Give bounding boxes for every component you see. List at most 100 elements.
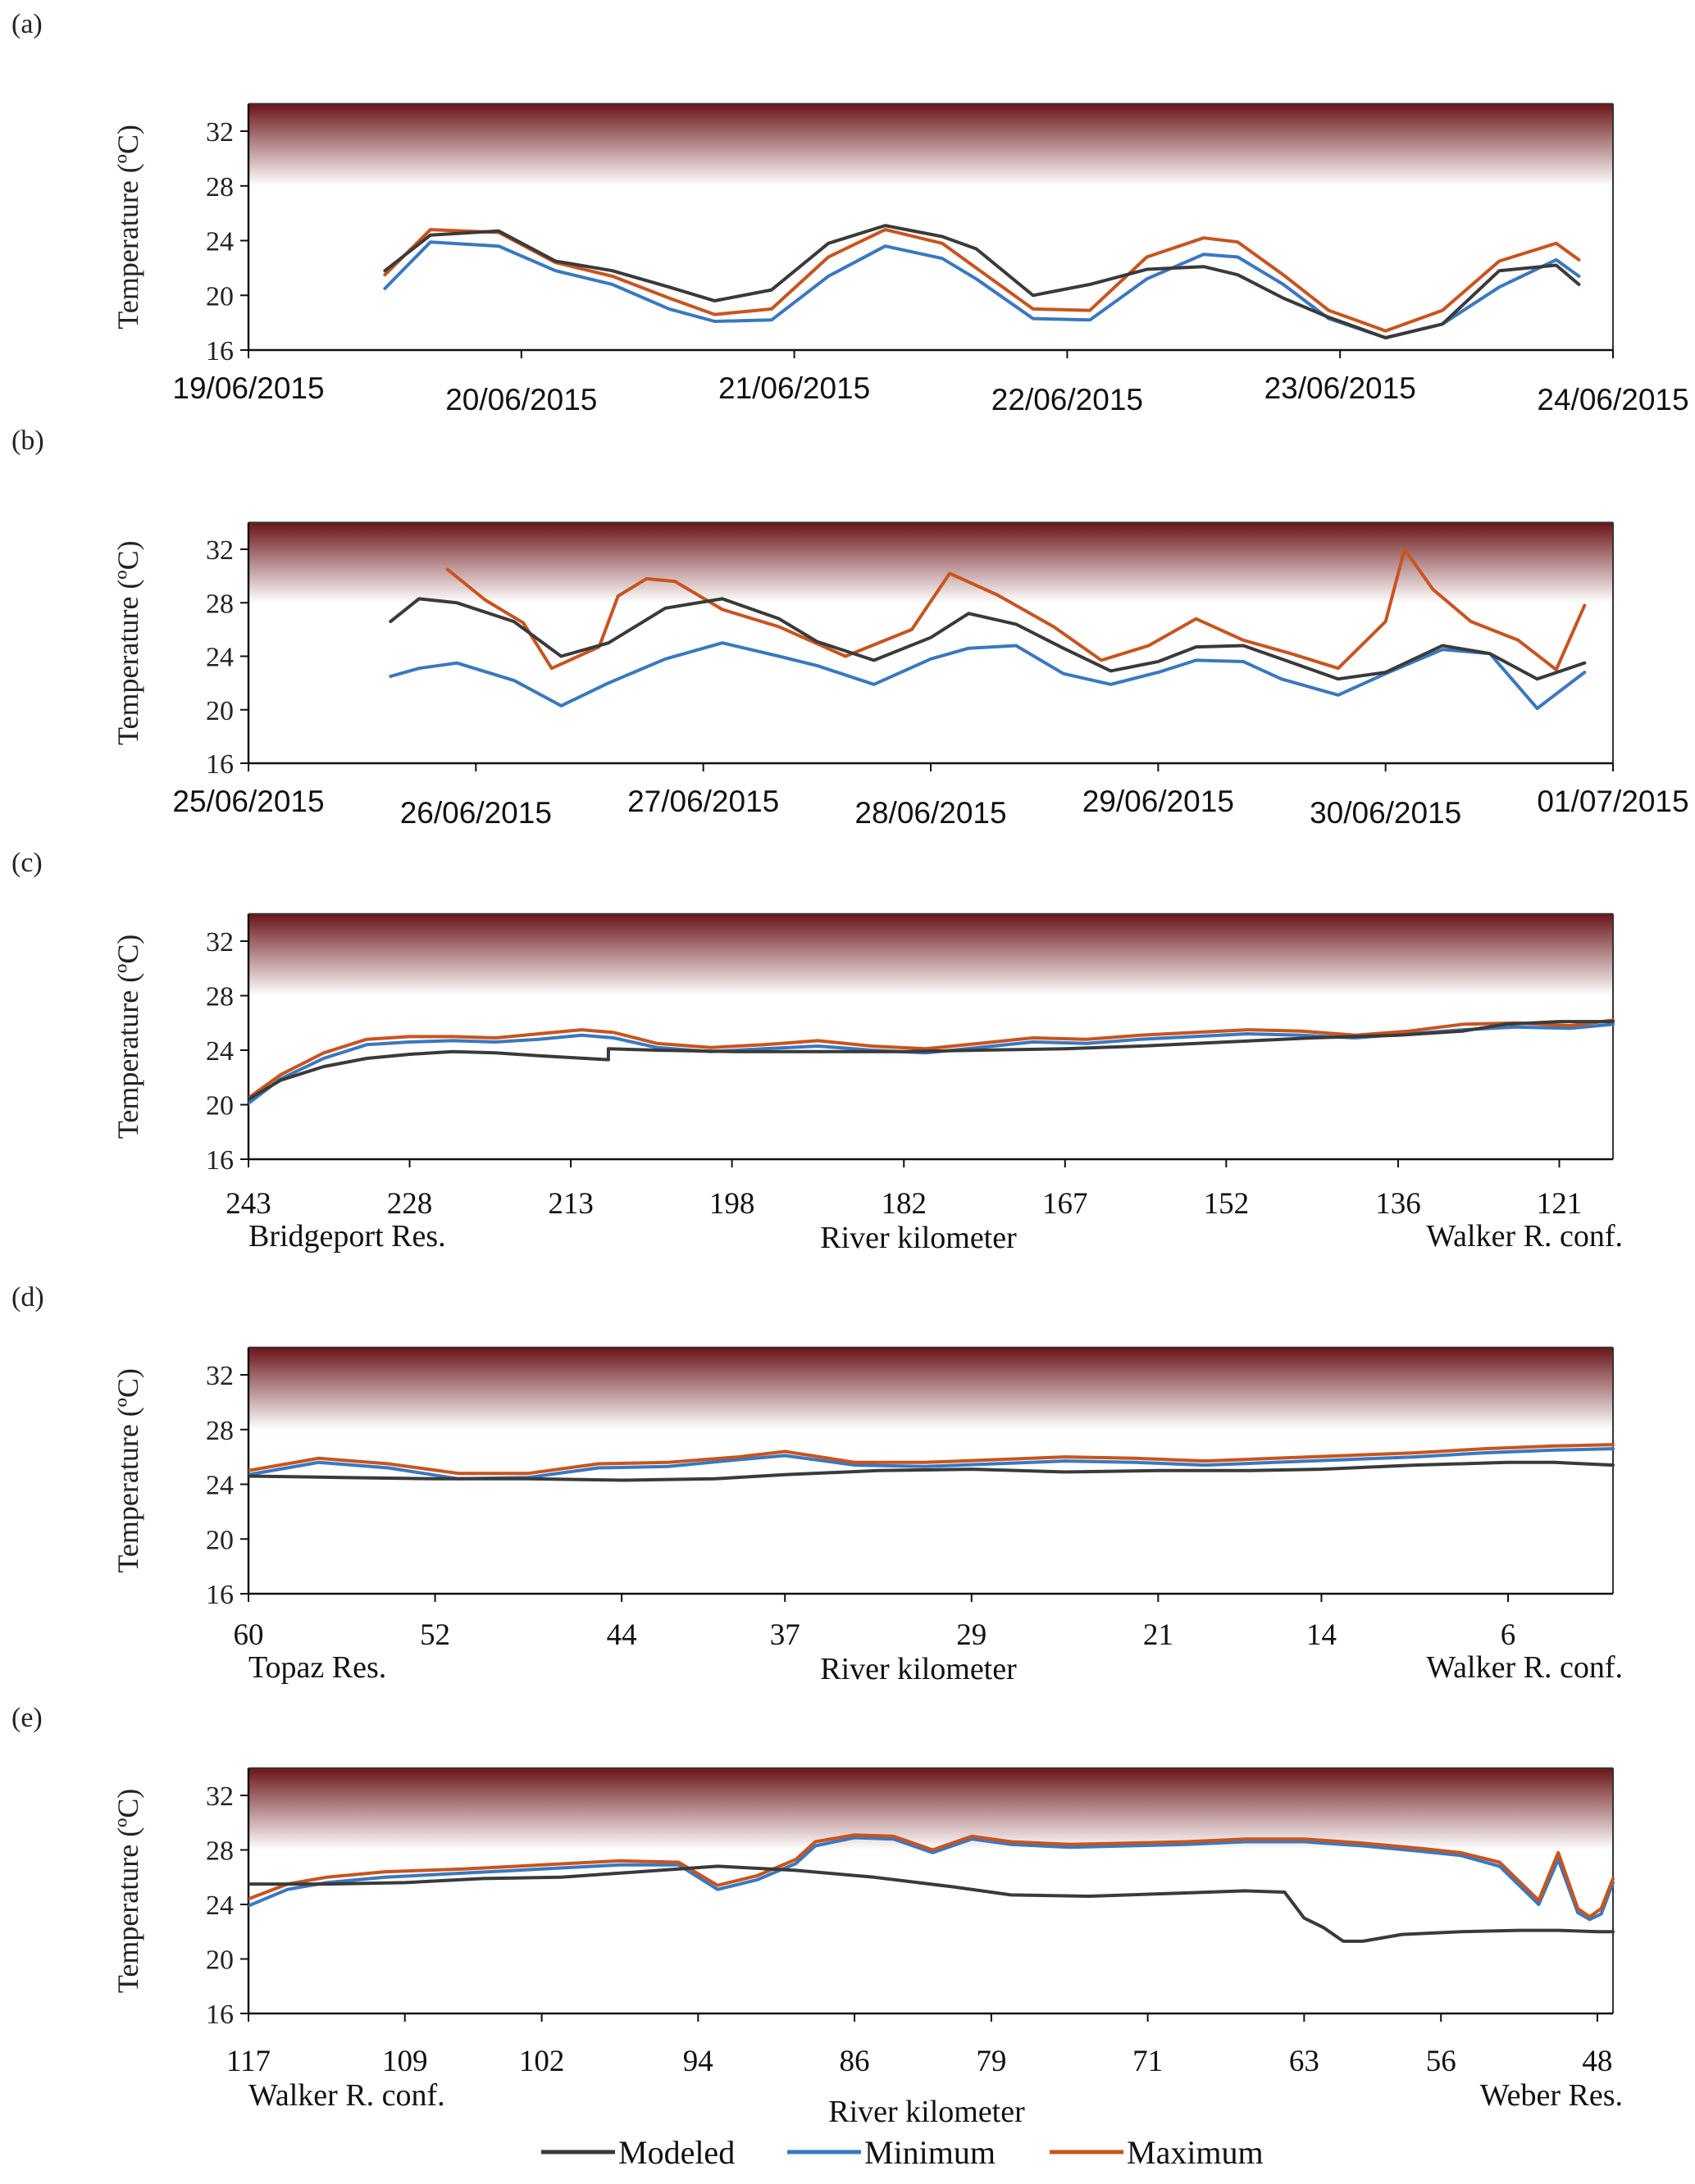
- x-tick-label: 28/06/2015: [854, 796, 1006, 830]
- x-tick-label: 19/06/2015: [172, 371, 324, 405]
- y-tick-label: 28: [206, 1416, 234, 1446]
- x-tick-label: 29/06/2015: [1082, 785, 1234, 818]
- series-line-maximum: [383, 228, 1581, 333]
- y-tick-label: 32: [206, 927, 234, 958]
- x-tick-label: 52: [420, 1618, 450, 1652]
- x-tick-label: 44: [607, 1618, 637, 1652]
- panel-label: (c): [11, 848, 43, 878]
- series-line-modeled: [248, 1864, 1615, 1943]
- series-line-minimum: [383, 240, 1581, 339]
- y-tick-label: 28: [206, 589, 234, 619]
- x-axis-title: River kilometer: [820, 1652, 1017, 1686]
- chart-panel-b: (b) 16 20 24 28 32 Temperature (ºC) 25/06/2015 2…: [11, 425, 1689, 830]
- legend-label-modeled: Modeled: [618, 2134, 735, 2171]
- chart-panel-c: (c) 16 20 24 28 32 Temperature (ºC) 243 228 213 19…: [11, 848, 1623, 1255]
- x-axis-right-note: Walker R. conf.: [1426, 1219, 1623, 1254]
- x-tick-label: 21/06/2015: [718, 371, 870, 405]
- series-line-maximum: [445, 548, 1587, 671]
- x-tick-label: 23/06/2015: [1264, 371, 1416, 405]
- x-tick-label: 121: [1537, 1187, 1583, 1221]
- x-axis-left-note: Bridgeport Res.: [248, 1219, 446, 1254]
- x-tick-label: 213: [548, 1187, 594, 1221]
- x-tick-label: 136: [1375, 1187, 1421, 1221]
- x-tick-label: 60: [234, 1618, 264, 1652]
- legend-label-minimum: Minimum: [864, 2134, 996, 2171]
- x-tick-label: 24/06/2015: [1537, 383, 1688, 416]
- y-tick-label: 24: [206, 1036, 234, 1067]
- x-tick-label: 198: [709, 1187, 755, 1221]
- chart-panel-e: (e) 16 20 24 28 32 Temperature (ºC) 117 109 102 94…: [11, 1703, 1623, 2129]
- series-line-modeled: [248, 1020, 1615, 1101]
- y-tick-label: 24: [206, 1891, 234, 1921]
- chart-panel-a: (a) 16 20 24 28 32 Temperature (ºC) 19/06/2015 2…: [11, 9, 1689, 416]
- series-line-minimum: [248, 1836, 1615, 1922]
- series-line-minimum: [389, 641, 1587, 711]
- x-axis-title: River kilometer: [828, 2095, 1025, 2129]
- series-line-modeled: [383, 224, 1581, 339]
- x-tick-label: 117: [226, 2045, 271, 2078]
- x-tick-label: 29: [956, 1618, 986, 1652]
- x-tick-label: 20/06/2015: [445, 383, 597, 416]
- x-tick-label: 243: [226, 1187, 271, 1221]
- threshold-band: [248, 1347, 1613, 1430]
- y-axis-title: Temperature (ºC): [112, 935, 144, 1140]
- x-tick-label: 228: [387, 1187, 433, 1221]
- x-tick-label: 27/06/2015: [627, 785, 779, 818]
- x-tick-label: 01/07/2015: [1537, 785, 1688, 818]
- y-tick-label: 20: [206, 281, 234, 312]
- x-axis-title: River kilometer: [820, 1221, 1017, 1255]
- x-tick-label: 48: [1582, 2045, 1612, 2078]
- panel-label: (d): [11, 1282, 44, 1313]
- x-tick-label: 63: [1289, 2045, 1319, 2078]
- y-axis-title: Temperature (ºC): [112, 125, 144, 330]
- y-axis-title: Temperature (ºC): [112, 1789, 144, 1994]
- y-tick-label: 24: [206, 1471, 234, 1501]
- y-tick-label: 32: [206, 1781, 234, 1812]
- y-tick-label: 16: [206, 1580, 234, 1610]
- y-tick-label: 16: [206, 1145, 234, 1176]
- y-tick-label: 20: [206, 1525, 234, 1555]
- x-axis-left-note: Walker R. conf.: [248, 2078, 445, 2113]
- y-tick-label: 20: [206, 696, 234, 726]
- y-tick-label: 16: [206, 2000, 234, 2030]
- y-tick-label: 16: [206, 336, 234, 366]
- panel-label: (a): [11, 9, 43, 39]
- y-axis-title: Temperature (ºC): [112, 540, 144, 745]
- y-axis-title: Temperature (ºC): [112, 1368, 144, 1573]
- y-tick-label: 28: [206, 172, 234, 202]
- y-tick-label: 16: [206, 749, 234, 780]
- x-tick-label: 86: [840, 2045, 870, 2078]
- x-axis-right-note: Weber Res.: [1480, 2078, 1623, 2113]
- y-tick-label: 32: [206, 117, 234, 148]
- x-tick-label: 6: [1501, 1618, 1516, 1652]
- x-tick-label: 152: [1204, 1187, 1250, 1221]
- x-tick-label: 102: [519, 2045, 565, 2078]
- x-tick-label: 14: [1306, 1618, 1337, 1652]
- x-axis-right-note: Walker R. conf.: [1426, 1650, 1623, 1685]
- threshold-band: [248, 103, 1613, 186]
- x-tick-label: 167: [1042, 1187, 1088, 1221]
- x-tick-label: 56: [1426, 2045, 1456, 2078]
- chart-panel-d: (d) 16 20 24 28 32 Temperature (ºC) 60 52 44 37 29 2…: [11, 1282, 1623, 1686]
- series-line-maximum: [248, 1018, 1615, 1100]
- y-tick-label: 28: [206, 982, 234, 1012]
- y-tick-label: 20: [206, 1091, 234, 1122]
- x-tick-label: 21: [1143, 1618, 1173, 1652]
- x-axis-left-note: Topaz Res.: [248, 1650, 386, 1685]
- x-tick-label: 26/06/2015: [400, 796, 552, 830]
- y-tick-label: 20: [206, 1945, 234, 1976]
- x-tick-label: 109: [382, 2045, 428, 2078]
- y-tick-label: 28: [206, 1836, 234, 1867]
- x-tick-label: 94: [683, 2045, 713, 2078]
- legend: Modeled Minimum Maximum: [541, 2134, 1264, 2171]
- x-tick-label: 79: [976, 2045, 1006, 2078]
- threshold-band: [248, 1768, 1613, 1850]
- x-tick-label: 182: [881, 1187, 927, 1221]
- series-line-maximum: [248, 1443, 1615, 1476]
- panel-label: (e): [11, 1703, 43, 1733]
- legend-label-maximum: Maximum: [1127, 2134, 1264, 2171]
- x-tick-label: 22/06/2015: [991, 383, 1143, 416]
- y-tick-label: 24: [206, 643, 234, 673]
- x-tick-label: 37: [770, 1618, 800, 1652]
